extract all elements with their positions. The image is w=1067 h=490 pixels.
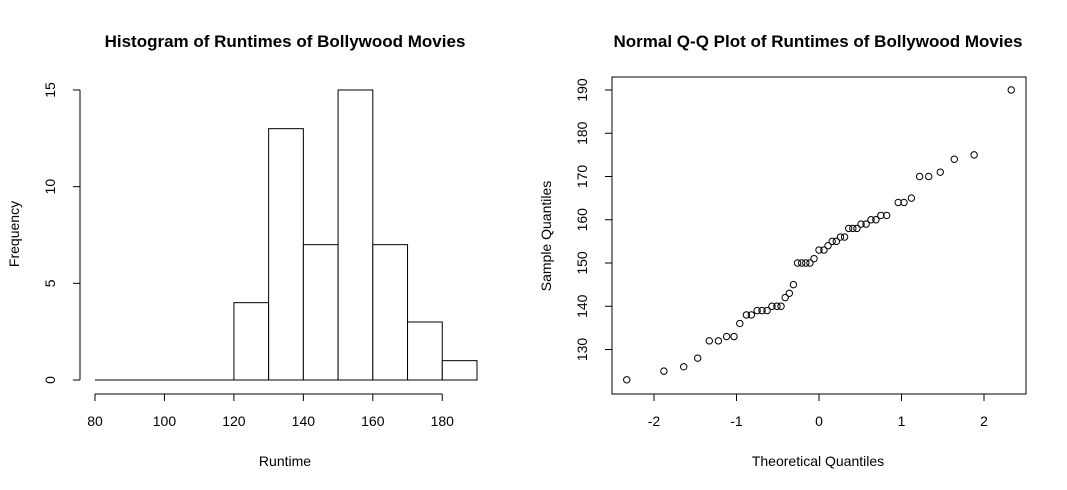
qq-point bbox=[853, 224, 861, 233]
qq-plot-panel: Normal Q-Q Plot of Runtimes of Bollywood… bbox=[538, 32, 1027, 469]
qq-point bbox=[680, 363, 688, 371]
histogram-x-tick-label: 100 bbox=[153, 413, 177, 429]
histogram-x-tick-label: 180 bbox=[431, 413, 455, 429]
qq-point bbox=[785, 289, 793, 297]
qq-point bbox=[773, 302, 781, 310]
qq-x-tick-label: -2 bbox=[648, 413, 661, 429]
qq-point bbox=[763, 306, 771, 315]
qq-point bbox=[936, 168, 944, 176]
qq-point bbox=[793, 259, 802, 267]
histogram-bar bbox=[268, 128, 304, 381]
qq-point bbox=[862, 220, 870, 228]
qq-point bbox=[915, 172, 924, 181]
qq-plot-y-axis-label: Sample Quantiles bbox=[538, 181, 554, 292]
qq-plot-x-axis-label: Theoretical Quantiles bbox=[752, 453, 884, 469]
qq-x-tick-label: 0 bbox=[815, 413, 823, 429]
qq-point bbox=[950, 155, 958, 163]
qq-point bbox=[753, 306, 761, 315]
qq-y-tick-label: 150 bbox=[574, 251, 590, 275]
qq-point bbox=[758, 306, 766, 315]
qq-plot-y-axis: 130 140 150 160 170 180 190 bbox=[574, 78, 612, 361]
qq-point bbox=[832, 237, 841, 246]
qq-x-tick-label: 2 bbox=[980, 413, 988, 429]
qq-point bbox=[970, 151, 978, 159]
histogram-bar bbox=[337, 89, 374, 381]
qq-plot-x-axis: -2 -1 0 1 2 bbox=[648, 394, 988, 429]
histogram-y-tick-label: 10 bbox=[42, 179, 58, 195]
qq-point bbox=[777, 302, 785, 310]
qq-point bbox=[802, 259, 810, 267]
histogram-x-tick-label: 120 bbox=[222, 413, 246, 429]
qq-point bbox=[714, 337, 723, 345]
histogram-bar bbox=[302, 244, 339, 381]
histogram-y-tick-label: 15 bbox=[42, 82, 58, 98]
qq-point bbox=[900, 198, 908, 207]
histogram-bar bbox=[407, 321, 443, 381]
qq-point bbox=[867, 216, 875, 224]
qq-y-tick-label: 140 bbox=[574, 294, 590, 318]
histogram-bar bbox=[233, 302, 270, 381]
qq-point bbox=[907, 194, 916, 202]
qq-y-tick-label: 130 bbox=[574, 338, 590, 362]
qq-point bbox=[877, 211, 885, 220]
qq-point bbox=[730, 332, 738, 341]
histogram-bar bbox=[441, 360, 478, 381]
histogram-y-tick-label: 0 bbox=[42, 376, 58, 384]
qq-point bbox=[797, 259, 806, 267]
qq-plot-title: Normal Q-Q Plot of Runtimes of Bollywood… bbox=[614, 32, 1023, 51]
qq-point bbox=[836, 233, 845, 241]
qq-point bbox=[828, 237, 836, 246]
qq-point bbox=[810, 254, 818, 263]
qq-point bbox=[789, 280, 798, 289]
histogram-y-tick-label: 5 bbox=[42, 279, 58, 287]
histogram-x-tick-label: 140 bbox=[292, 413, 316, 429]
qq-point bbox=[824, 242, 832, 250]
qq-point bbox=[736, 319, 744, 328]
histogram-bar bbox=[372, 244, 409, 381]
qq-point bbox=[806, 259, 814, 267]
histogram-y-axis-label: Frequency bbox=[6, 201, 22, 267]
qq-y-tick-label: 170 bbox=[574, 165, 590, 189]
qq-plot-frame bbox=[611, 76, 1027, 395]
qq-y-tick-label: 190 bbox=[574, 78, 590, 102]
qq-point bbox=[815, 246, 823, 254]
qq-point bbox=[781, 293, 789, 302]
qq-point bbox=[849, 224, 857, 233]
histogram-title: Histogram of Runtimes of Bollywood Movie… bbox=[105, 32, 466, 51]
qq-point bbox=[742, 311, 751, 319]
qq-point bbox=[840, 233, 849, 241]
histogram-panel: Histogram of Runtimes of Bollywood Movie… bbox=[6, 32, 478, 469]
histogram-x-tick-label: 160 bbox=[361, 413, 385, 429]
qq-point bbox=[925, 172, 933, 181]
qq-point bbox=[705, 337, 713, 345]
qq-point bbox=[857, 220, 865, 228]
qq-x-tick-label: 1 bbox=[898, 413, 906, 429]
qq-y-tick-label: 180 bbox=[574, 121, 590, 145]
qq-point bbox=[694, 354, 702, 362]
qq-plot-points bbox=[623, 86, 1015, 384]
histogram-x-tick-label: 80 bbox=[87, 413, 103, 429]
qq-point bbox=[747, 311, 756, 319]
qq-point bbox=[894, 198, 902, 207]
qq-point bbox=[872, 216, 880, 224]
qq-point bbox=[623, 376, 631, 384]
qq-point bbox=[660, 367, 668, 375]
qq-point bbox=[845, 224, 853, 233]
qq-point bbox=[768, 302, 776, 310]
qq-point bbox=[722, 332, 731, 341]
qq-point bbox=[1007, 86, 1015, 94]
histogram-bars bbox=[95, 89, 478, 381]
qq-x-tick-label: -1 bbox=[730, 413, 743, 429]
qq-point bbox=[882, 211, 891, 220]
histogram-x-axis: 80 100 120 140 160 180 bbox=[87, 393, 455, 429]
histogram-y-axis: 0 5 10 15 bbox=[42, 82, 81, 384]
histogram-x-axis-label: Runtime bbox=[259, 453, 311, 469]
qq-y-tick-label: 160 bbox=[574, 208, 590, 232]
qq-point bbox=[820, 246, 828, 254]
